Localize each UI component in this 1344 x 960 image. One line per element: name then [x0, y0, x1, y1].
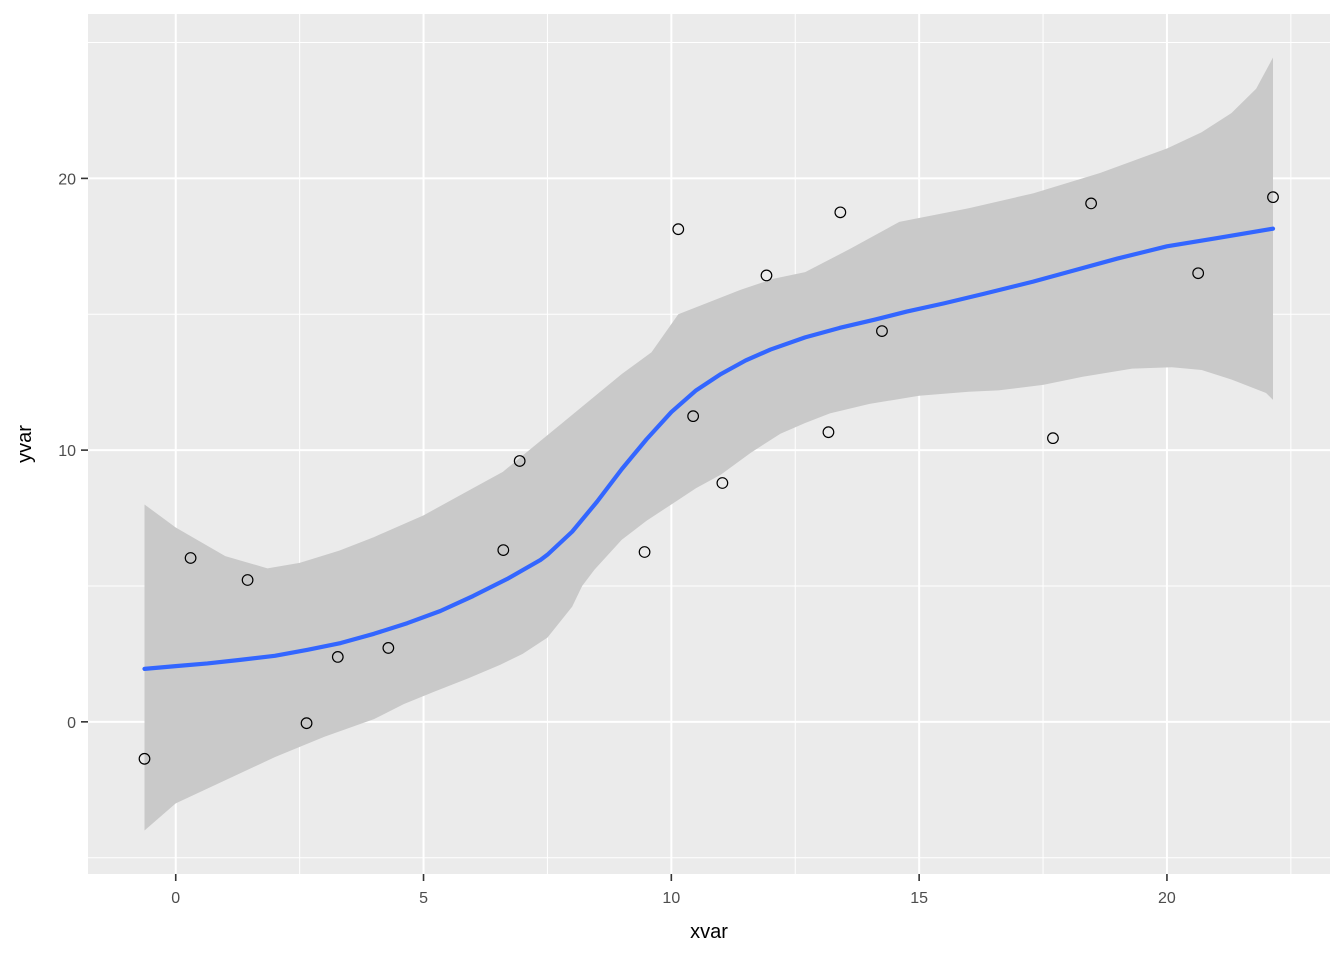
data-point [331, 650, 344, 663]
data-point [138, 752, 151, 765]
x-axis-tick-label: 0 [171, 890, 180, 907]
y-axis-title: yvar [14, 425, 36, 463]
data-point [241, 574, 254, 586]
data-point [822, 426, 835, 439]
data-point [184, 552, 197, 564]
axis-tick-labels-layer: 0 5 10 15 20 0 10 20 [58, 171, 1176, 907]
data-point [672, 223, 685, 236]
data-point [834, 206, 847, 219]
data-point [638, 546, 651, 558]
x-axis-tick-label: 5 [419, 890, 428, 907]
data-point [382, 642, 395, 654]
confidence-band [144, 57, 1274, 831]
data-point [1085, 197, 1098, 210]
x-axis-tick-label: 20 [1158, 890, 1176, 907]
y-axis-tick-label: 20 [58, 171, 76, 188]
data-point [687, 410, 700, 423]
confidence-band-layer [144, 57, 1274, 831]
smooth-line [142, 226, 1276, 671]
data-point [300, 717, 313, 730]
smooth-line-layer [142, 226, 1276, 671]
x-axis-title: xvar [690, 921, 728, 943]
axis-ticks-layer [81, 177, 1168, 881]
data-point [716, 477, 729, 489]
x-axis-tick-label: 15 [910, 890, 928, 907]
data-point [513, 455, 526, 467]
data-point [1192, 267, 1205, 280]
x-axis-tick-label: 10 [662, 890, 680, 907]
data-point [1047, 432, 1059, 445]
data-point [760, 269, 773, 282]
data-point [876, 325, 888, 337]
data-point [1267, 191, 1279, 204]
data-points-layer [138, 191, 1279, 765]
data-point [497, 544, 510, 557]
y-axis-tick-label: 10 [58, 443, 76, 460]
y-axis-tick-label: 0 [67, 715, 76, 732]
